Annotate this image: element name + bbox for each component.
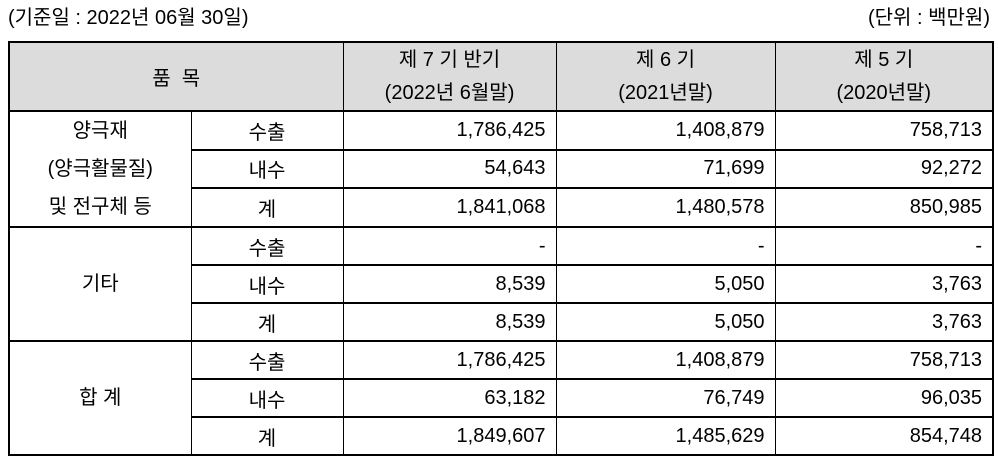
table-row: 내수 8,539 5,050 3,763 [9, 264, 994, 304]
table-header-row: 품 목 제 7 기 반기 (2022년 6월말) 제 6 기 (2021년말) … [8, 41, 994, 112]
group-label-total: 합 계 [8, 340, 192, 456]
group-label-line: 기타 [81, 273, 119, 295]
table-row: 계 1,841,068 1,480,578 850,985 [9, 187, 994, 228]
table-row: 계 8,539 5,050 3,763 [9, 302, 994, 342]
group-label-line: 양극재 [72, 120, 128, 142]
value-cell: 850,985 [774, 187, 994, 228]
value-cell: 3,763 [774, 264, 994, 304]
value-cell: 63,182 [342, 378, 557, 418]
value-cell: 1,408,879 [555, 110, 776, 151]
group-label-etc: 기타 [8, 226, 192, 342]
table-row: 기타 수출 - - - [8, 226, 994, 342]
value-cell: 1,480,578 [555, 187, 776, 228]
unit-label: (단위 : 백만원) [868, 7, 990, 29]
row-label-export: 수출 [190, 226, 344, 266]
value-cell: - [555, 226, 776, 266]
period-subtitle: (2021년말) [618, 81, 713, 104]
value-cell: 8,539 [342, 264, 557, 304]
table-row: 내수 63,182 76,749 96,035 [9, 378, 994, 418]
period-title: 제 7 기 반기 [398, 48, 501, 71]
value-cell: 54,643 [342, 148, 557, 190]
table-row: 양극재 (양극활물질) 및 전구체 등 수출 1,786,425 1,408,8… [8, 110, 994, 228]
row-label-domestic: 내수 [190, 264, 344, 304]
period-subtitle: (2020년말) [836, 81, 932, 104]
value-cell: 854,748 [774, 416, 994, 456]
period-subtitle: (2022년 6월말) [384, 81, 515, 104]
group-label-line: (양극활물질) [47, 158, 153, 180]
row-label-sum: 계 [190, 187, 344, 228]
value-cell: 1,849,607 [342, 416, 557, 456]
value-cell: 8,539 [342, 302, 557, 342]
period-title: 제 5 기 [854, 48, 914, 71]
column-header-period-6: 제 6 기 (2021년말) [555, 41, 776, 112]
group-label-cathode: 양극재 (양극활물질) 및 전구체 등 [8, 110, 192, 228]
group-label-line: 합 계 [79, 387, 122, 409]
table-row: 내수 54,643 71,699 92,272 [9, 148, 994, 190]
value-cell: 3,763 [774, 302, 994, 342]
value-cell: - [774, 226, 994, 266]
value-cell: 1,786,425 [342, 110, 557, 151]
row-label-domestic: 내수 [190, 378, 344, 418]
column-header-period-7: 제 7 기 반기 (2022년 6월말) [342, 41, 557, 112]
column-header-period-5: 제 5 기 (2020년말) [774, 41, 994, 112]
table-row: 합 계 수출 1,786,425 1,408,879 758,713 [8, 340, 994, 456]
value-cell: 71,699 [555, 148, 776, 190]
product-sales-table: 품 목 제 7 기 반기 (2022년 6월말) 제 6 기 (2021년말) … [8, 41, 995, 456]
value-cell: 1,841,068 [342, 187, 557, 228]
row-label-sum: 계 [190, 302, 344, 342]
value-cell: 758,713 [774, 110, 994, 151]
row-label-domestic: 내수 [190, 148, 344, 190]
column-header-item: 품 목 [8, 41, 344, 112]
value-cell: - [342, 226, 557, 266]
value-cell: 1,485,629 [555, 416, 776, 456]
group-label-line: 및 전구체 등 [48, 196, 152, 218]
value-cell: 1,408,879 [555, 340, 776, 380]
period-title: 제 6 기 [635, 48, 696, 71]
value-cell: 92,272 [774, 148, 994, 190]
row-label-export: 수출 [190, 340, 344, 380]
value-cell: 96,035 [774, 378, 994, 418]
value-cell: 1,786,425 [342, 340, 557, 380]
row-label-sum: 계 [190, 416, 344, 456]
base-date-label: (기준일 : 2022년 06월 30일) [8, 7, 249, 29]
value-cell: 5,050 [555, 264, 776, 304]
table-row: 계 1,849,607 1,485,629 854,748 [9, 416, 994, 456]
value-cell: 758,713 [774, 340, 994, 380]
value-cell: 76,749 [555, 378, 776, 418]
value-cell: 5,050 [555, 302, 776, 342]
header-labels: (기준일 : 2022년 06월 30일) (단위 : 백만원) [8, 5, 990, 31]
row-label-export: 수출 [190, 110, 344, 151]
